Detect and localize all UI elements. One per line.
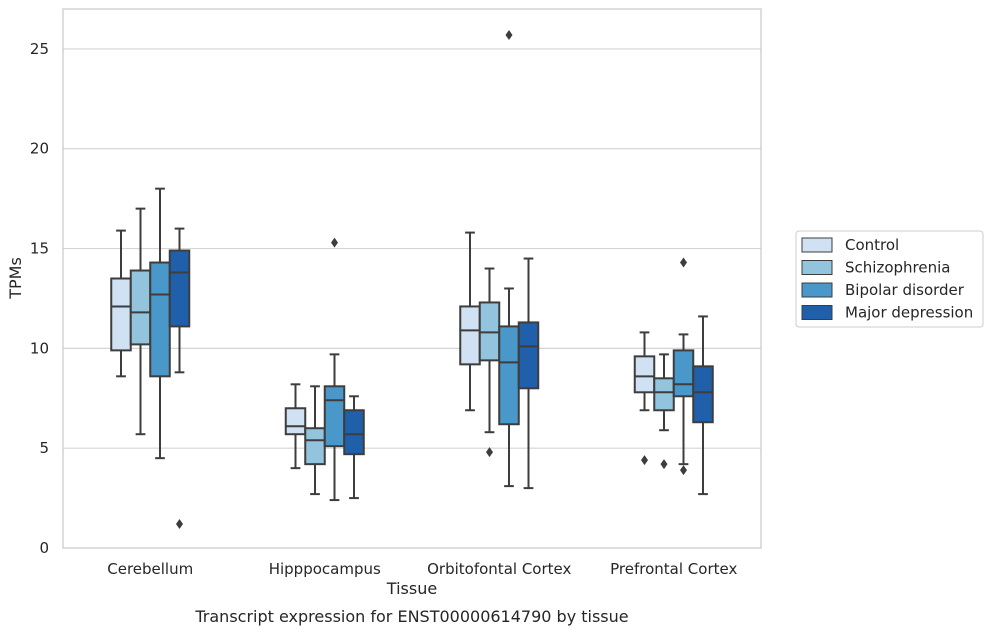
legend-item: Control xyxy=(801,236,899,254)
legend-label: Bipolar disorder xyxy=(845,281,965,299)
box-bipolar-disorder xyxy=(323,237,346,502)
x-tick-label: Orbitofontal Cortex xyxy=(427,560,571,578)
box-iqr xyxy=(498,325,520,426)
y-axis-title: TPMs xyxy=(6,257,25,300)
legend-frame xyxy=(795,230,984,328)
legend-item: Bipolar disorder xyxy=(801,281,965,299)
legend-swatch xyxy=(801,237,833,253)
box-iqr xyxy=(653,377,675,412)
legend-label: Major depression xyxy=(845,304,973,322)
box-bipolar-disorder xyxy=(149,187,171,460)
x-tick-labels: Cerebellum Hipppocampus Orbitofontal Corte… xyxy=(107,560,737,578)
box-iqr xyxy=(343,409,365,456)
box-iqr xyxy=(323,385,346,448)
outlier-point xyxy=(641,455,648,466)
outlier-point xyxy=(331,237,338,248)
box-control xyxy=(459,231,481,412)
box-schizophrenia xyxy=(129,207,152,436)
chart-caption: Transcript expression for ENST0000061479… xyxy=(194,607,628,626)
box-major-depression xyxy=(168,227,191,530)
legend-item: Major depression xyxy=(801,304,973,322)
x-tick-label: Cerebellum xyxy=(107,560,193,578)
boxes xyxy=(110,29,714,530)
legend-swatch xyxy=(801,260,833,275)
outlier-point xyxy=(486,447,493,458)
plot-frame xyxy=(62,8,762,549)
box-schizophrenia xyxy=(653,353,675,470)
y-tick-labels: 0 5 10 15 20 25 xyxy=(30,40,49,557)
box-iqr xyxy=(168,249,191,328)
y-tick-label: 25 xyxy=(30,40,49,58)
box-control xyxy=(110,229,132,378)
outlier-point xyxy=(176,519,183,530)
outlier-point xyxy=(660,459,668,470)
legend-swatch xyxy=(801,305,833,320)
box-iqr xyxy=(517,321,540,390)
box-bipolar-disorder xyxy=(498,29,520,488)
box-iqr xyxy=(149,261,171,378)
box-schizophrenia xyxy=(304,385,326,496)
box-control xyxy=(633,331,656,466)
y-tick-label: 0 xyxy=(39,539,49,557)
legend-label: Schizophrenia xyxy=(845,259,950,277)
box-iqr xyxy=(459,305,481,366)
box-major-depression xyxy=(343,395,365,500)
box-iqr xyxy=(129,269,152,346)
y-tick-label: 15 xyxy=(30,240,49,258)
x-tick-label: Hipppocampus xyxy=(269,560,381,578)
outlier-point xyxy=(680,465,687,476)
box-major-depression xyxy=(692,315,714,496)
y-tick-label: 20 xyxy=(30,140,49,158)
outlier-point xyxy=(680,257,687,268)
box-iqr xyxy=(304,427,326,466)
box-major-depression xyxy=(517,257,540,490)
legend-swatch xyxy=(801,282,833,298)
legend-label: Control xyxy=(845,236,899,254)
outlier-point xyxy=(505,29,513,40)
legend: Control Schizophrenia Bipolar disorder Majo… xyxy=(795,230,984,328)
y-tick-label: 10 xyxy=(30,339,49,357)
box-iqr xyxy=(284,407,307,436)
x-axis-title: Tissue xyxy=(386,579,437,598)
y-tick-label: 5 xyxy=(39,439,49,457)
box-iqr xyxy=(110,277,132,352)
x-tick-label: Prefrontal Cortex xyxy=(610,560,737,578)
box-bipolar-disorder xyxy=(672,257,695,476)
box-iqr xyxy=(692,365,714,424)
legend-item: Schizophrenia xyxy=(801,259,950,277)
box-control xyxy=(284,383,307,470)
box-schizophrenia xyxy=(478,267,501,458)
box-iqr xyxy=(633,355,656,394)
box-iqr xyxy=(672,349,695,398)
